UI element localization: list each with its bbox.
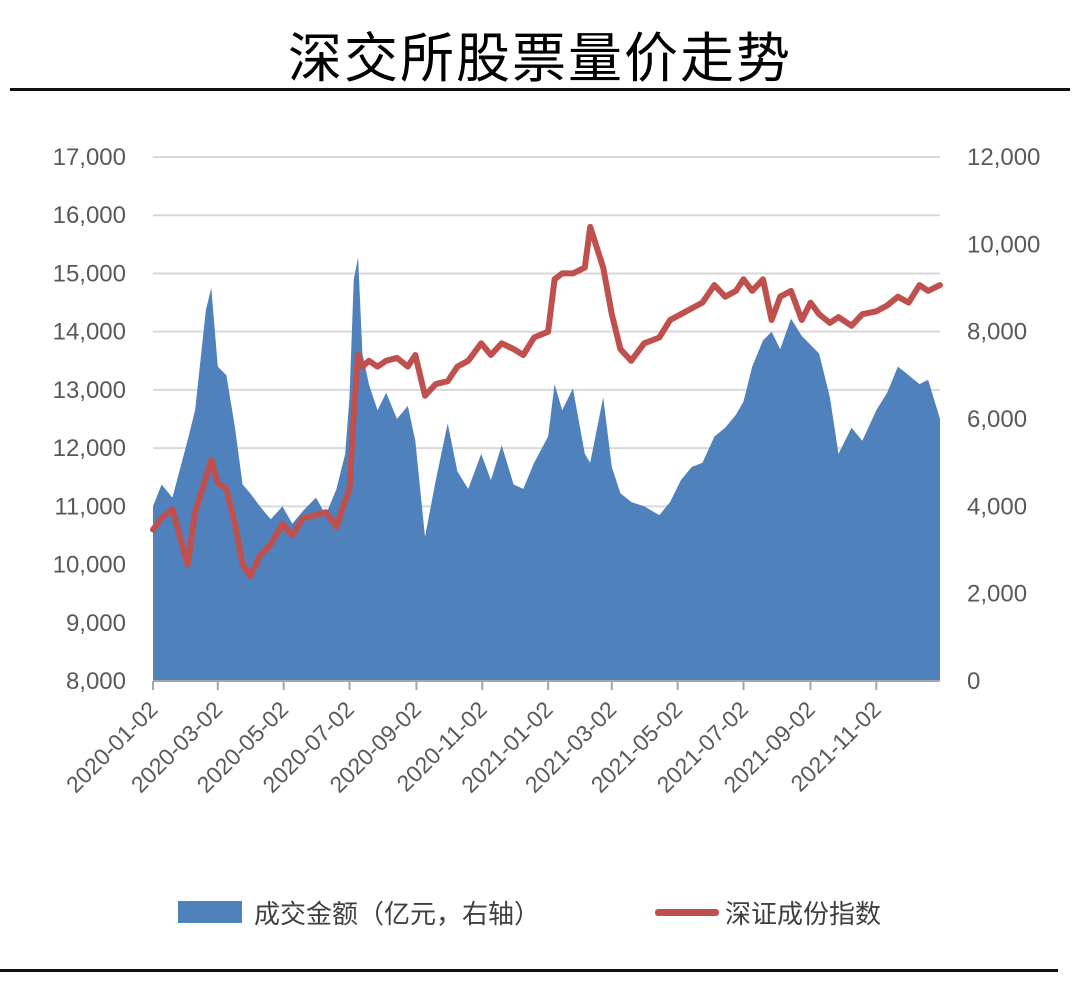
left-tick-label: 13,000 (53, 377, 126, 404)
legend-item-volume: 成交金额（亿元，右轴） (178, 892, 540, 932)
right-tick-label: 12,000 (967, 144, 1040, 171)
left-tick-label: 9,000 (66, 610, 126, 637)
page-title: 深交所股票量价走势 (288, 27, 792, 90)
legend-label-volume: 成交金额（亿元，右轴） (254, 899, 541, 930)
right-tick-label: 8,000 (967, 319, 1027, 346)
left-tick-label: 16,000 (53, 202, 126, 229)
left-tick-label: 11,000 (54, 493, 126, 520)
right-tick-label: 2,000 (967, 581, 1027, 608)
legend-swatch-area (178, 901, 242, 923)
left-tick-label: 15,000 (53, 260, 126, 287)
left-tick-label: 10,000 (53, 552, 126, 579)
left-tick-label: 14,000 (53, 319, 126, 346)
left-axis-ticks: 8,000 9,000 10,000 11,000 12,000 13,000 14,000… (53, 144, 126, 695)
right-axis-ticks: 0 2,000 4,000 6,000 8,000 10,000 12,000 (967, 144, 1040, 695)
index-line (150, 223, 943, 580)
volume-area (153, 257, 940, 681)
right-tick-label: 4,000 (967, 493, 1027, 520)
legend-swatch-line (655, 908, 719, 916)
x-axis-ticks: 2020-01-022020-03-022020-05-022020-07-02… (61, 681, 886, 798)
left-tick-label: 12,000 (53, 435, 126, 462)
bottom-divider (0, 969, 1058, 972)
left-tick-label: 8,000 (66, 668, 126, 695)
right-tick-label: 6,000 (967, 406, 1027, 433)
right-tick-label: 10,000 (967, 231, 1040, 258)
legend-label-index: 深证成份指数 (725, 899, 882, 930)
legend-item-index: 深证成份指数 (655, 892, 881, 932)
right-tick-label: 0 (967, 668, 980, 695)
area-series-layer (153, 257, 940, 681)
line-series-layer (150, 223, 943, 580)
title-divider (10, 88, 1070, 91)
left-tick-label: 17,000 (53, 144, 126, 171)
